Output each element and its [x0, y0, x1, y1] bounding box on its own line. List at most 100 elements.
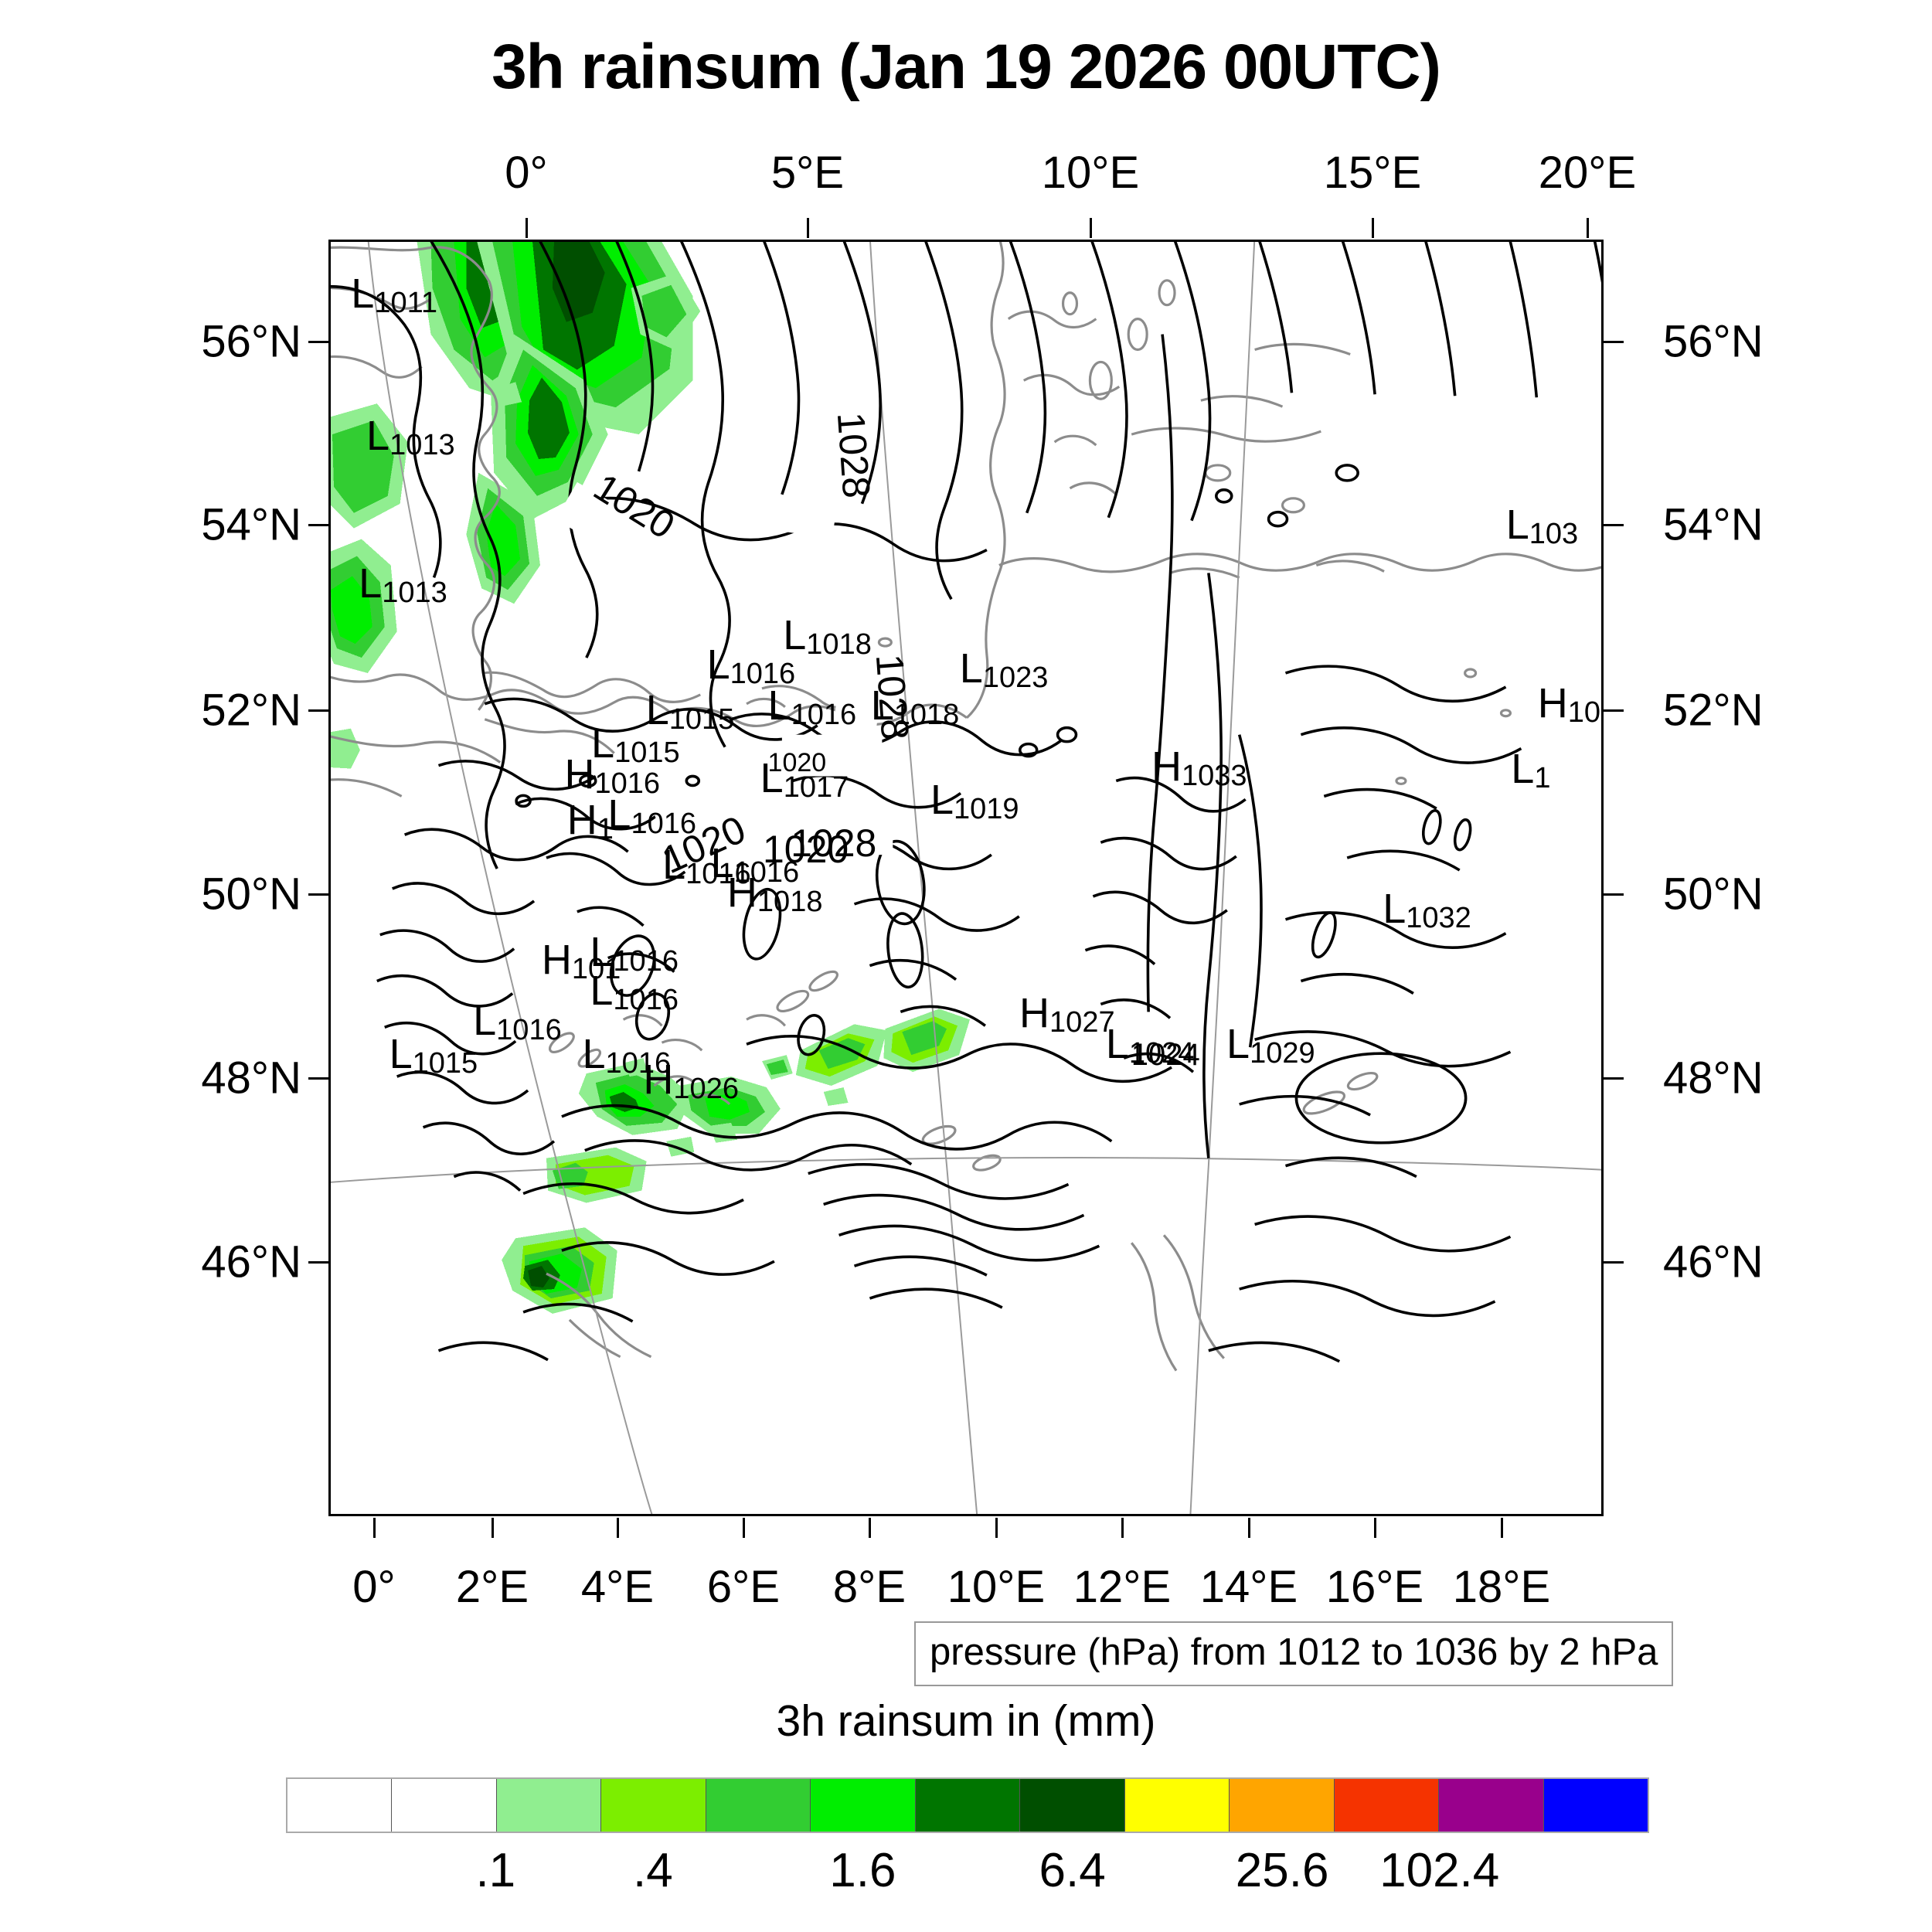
pressure-center-type: L: [1226, 1020, 1250, 1067]
tick-bottom: [492, 1518, 494, 1538]
tick-left: [308, 1261, 328, 1264]
pressure-center-type: H: [1019, 990, 1050, 1037]
tick-top: [1090, 218, 1092, 238]
pressure-center-high: H1018: [727, 872, 823, 917]
axis-label-bottom: 16°E: [1325, 1562, 1424, 1612]
pressure-center-low: L1016: [768, 685, 857, 730]
pressure-center-low: L1023: [960, 648, 1049, 692]
pressure-center-value: 1: [1534, 762, 1551, 795]
pressure-center-value: 1016: [613, 945, 679, 978]
pressure-center-type: L: [870, 682, 894, 729]
tick-bottom: [995, 1518, 998, 1538]
pressure-center-type: L: [1383, 886, 1406, 933]
page-title: 3h rainsum (Jan 19 2026 00UTC): [492, 32, 1441, 102]
pressure-center-value: 1016: [685, 857, 751, 890]
pressure-center-type: L: [389, 1030, 413, 1077]
colorbar-cell: [1020, 1779, 1125, 1832]
pressure-center-value: 1023: [982, 662, 1049, 695]
axis-label-top: 15°E: [1323, 148, 1422, 198]
tick-top: [526, 218, 528, 238]
pressure-center-low: L1032: [1383, 888, 1471, 933]
pressure-center-value: 1033: [1182, 759, 1247, 792]
tick-bottom: [373, 1518, 376, 1538]
pressure-center-low: L1017: [760, 757, 849, 802]
tick-bottom: [1121, 1518, 1124, 1538]
axis-label-left: 54°N: [201, 499, 301, 550]
pressure-center-value: 1018: [893, 698, 960, 731]
axis-label-right: 54°N: [1663, 499, 1764, 550]
pressure-center-type: H: [643, 1056, 674, 1103]
axis-label-left: 48°N: [201, 1053, 301, 1104]
contour-label-masks: [555, 433, 893, 855]
pressure-center-value: 1029: [1250, 1036, 1315, 1070]
axis-label-left: 56°N: [201, 316, 301, 367]
pressure-center-low: L1016: [583, 1033, 672, 1078]
pressure-center-type: L: [783, 612, 807, 659]
colorbar-cell: [811, 1779, 916, 1832]
pressure-center-value: 1024: [1128, 1036, 1195, 1070]
pressure-center-type: H: [1151, 743, 1182, 790]
pressure-center-value: 1016: [791, 698, 857, 731]
colorbar-tick: 1.6: [829, 1844, 896, 1897]
axis-label-right: 48°N: [1663, 1053, 1764, 1104]
tick-top: [1587, 218, 1589, 238]
pressure-center-type: L: [662, 841, 686, 888]
pressure-center-type: L: [591, 720, 615, 767]
axis-label-right: 50°N: [1663, 869, 1764, 920]
pressure-center-value: 1016: [594, 767, 661, 800]
pressure-center-low: L1013: [366, 415, 455, 460]
colorbar-cell: [915, 1779, 1021, 1832]
pressure-center-value: 1032: [1406, 902, 1471, 935]
axis-label-top: 5°E: [770, 148, 845, 198]
colorbar-cell: [1334, 1779, 1440, 1832]
pressure-center-low: L103: [1506, 504, 1578, 549]
pressure-center-value: 1016: [496, 1014, 562, 1047]
pressure-center-value: 1019: [954, 792, 1019, 825]
tick-right: [1604, 709, 1624, 712]
axis-label-bottom: 8°E: [832, 1562, 906, 1612]
pressure-center-high: H1: [567, 799, 614, 844]
tick-top: [1372, 218, 1374, 238]
pressure-center-value: 1: [597, 812, 614, 845]
pressure-center-type: L: [473, 998, 497, 1045]
colorbar-cell: [392, 1779, 497, 1832]
colorbar-cell: [496, 1779, 602, 1832]
tick-bottom: [1501, 1518, 1503, 1538]
precipitation-fill: [331, 242, 970, 1314]
contour-label: 1028: [829, 410, 879, 500]
tick-right: [1604, 524, 1624, 526]
pressure-center-type: L: [706, 641, 730, 689]
tick-left: [308, 524, 328, 526]
pressure-center-high: H1033: [1151, 746, 1247, 791]
pressure-center-low: L1016: [590, 931, 679, 976]
tick-left: [308, 1077, 328, 1080]
isobars: [331, 242, 1601, 1363]
pressure-center-value: 1016: [733, 855, 800, 889]
pressure-center-value: 1016: [605, 1046, 672, 1080]
weather-map-panel: 1020 1028 1028 1020 1020 1020 1028 1024 …: [328, 240, 1604, 1516]
pressure-center-low: L1016: [473, 1000, 562, 1045]
pressure-center-type: H: [1537, 679, 1568, 726]
pressure-center-low: L1015: [646, 689, 735, 734]
pressure-center-value: 103: [1529, 518, 1579, 551]
pressure-center-type: L: [590, 967, 614, 1014]
pressure-center-low: L1015: [389, 1033, 478, 1078]
pressure-center-value: 1016: [613, 983, 679, 1016]
pressure-legend-box: pressure (hPa) from 1012 to 1036 by 2 hP…: [914, 1621, 1674, 1686]
pressure-center-high: H10: [1538, 682, 1600, 727]
colorbar-tick: 6.4: [1039, 1844, 1106, 1897]
pressure-center-low: L1029: [1226, 1023, 1315, 1068]
pressure-center-type: L: [767, 682, 791, 729]
pressure-center-high: H1016: [564, 753, 660, 798]
pressure-center-low: L1018: [871, 685, 960, 730]
pressure-center-type: L: [590, 929, 614, 976]
pressure-center-low: L1016: [707, 644, 796, 689]
pressure-center-value: 1015: [412, 1046, 478, 1080]
tick-left: [308, 709, 328, 712]
axis-label-bottom: 6°E: [706, 1562, 781, 1612]
map-canvas: [331, 242, 1601, 1514]
tick-right: [1604, 1261, 1624, 1264]
axis-label-right: 56°N: [1663, 316, 1764, 367]
axis-label-bottom: 2°E: [455, 1562, 529, 1612]
tick-bottom: [743, 1518, 745, 1538]
